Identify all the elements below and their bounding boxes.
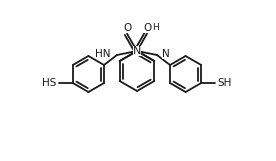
Text: O: O bbox=[143, 23, 151, 33]
Text: SH: SH bbox=[217, 78, 232, 88]
Text: O: O bbox=[123, 23, 131, 33]
Text: N: N bbox=[162, 49, 170, 59]
Text: H: H bbox=[152, 23, 159, 32]
Text: HS: HS bbox=[43, 78, 57, 88]
Text: HN: HN bbox=[95, 49, 111, 59]
Text: N: N bbox=[133, 46, 141, 56]
